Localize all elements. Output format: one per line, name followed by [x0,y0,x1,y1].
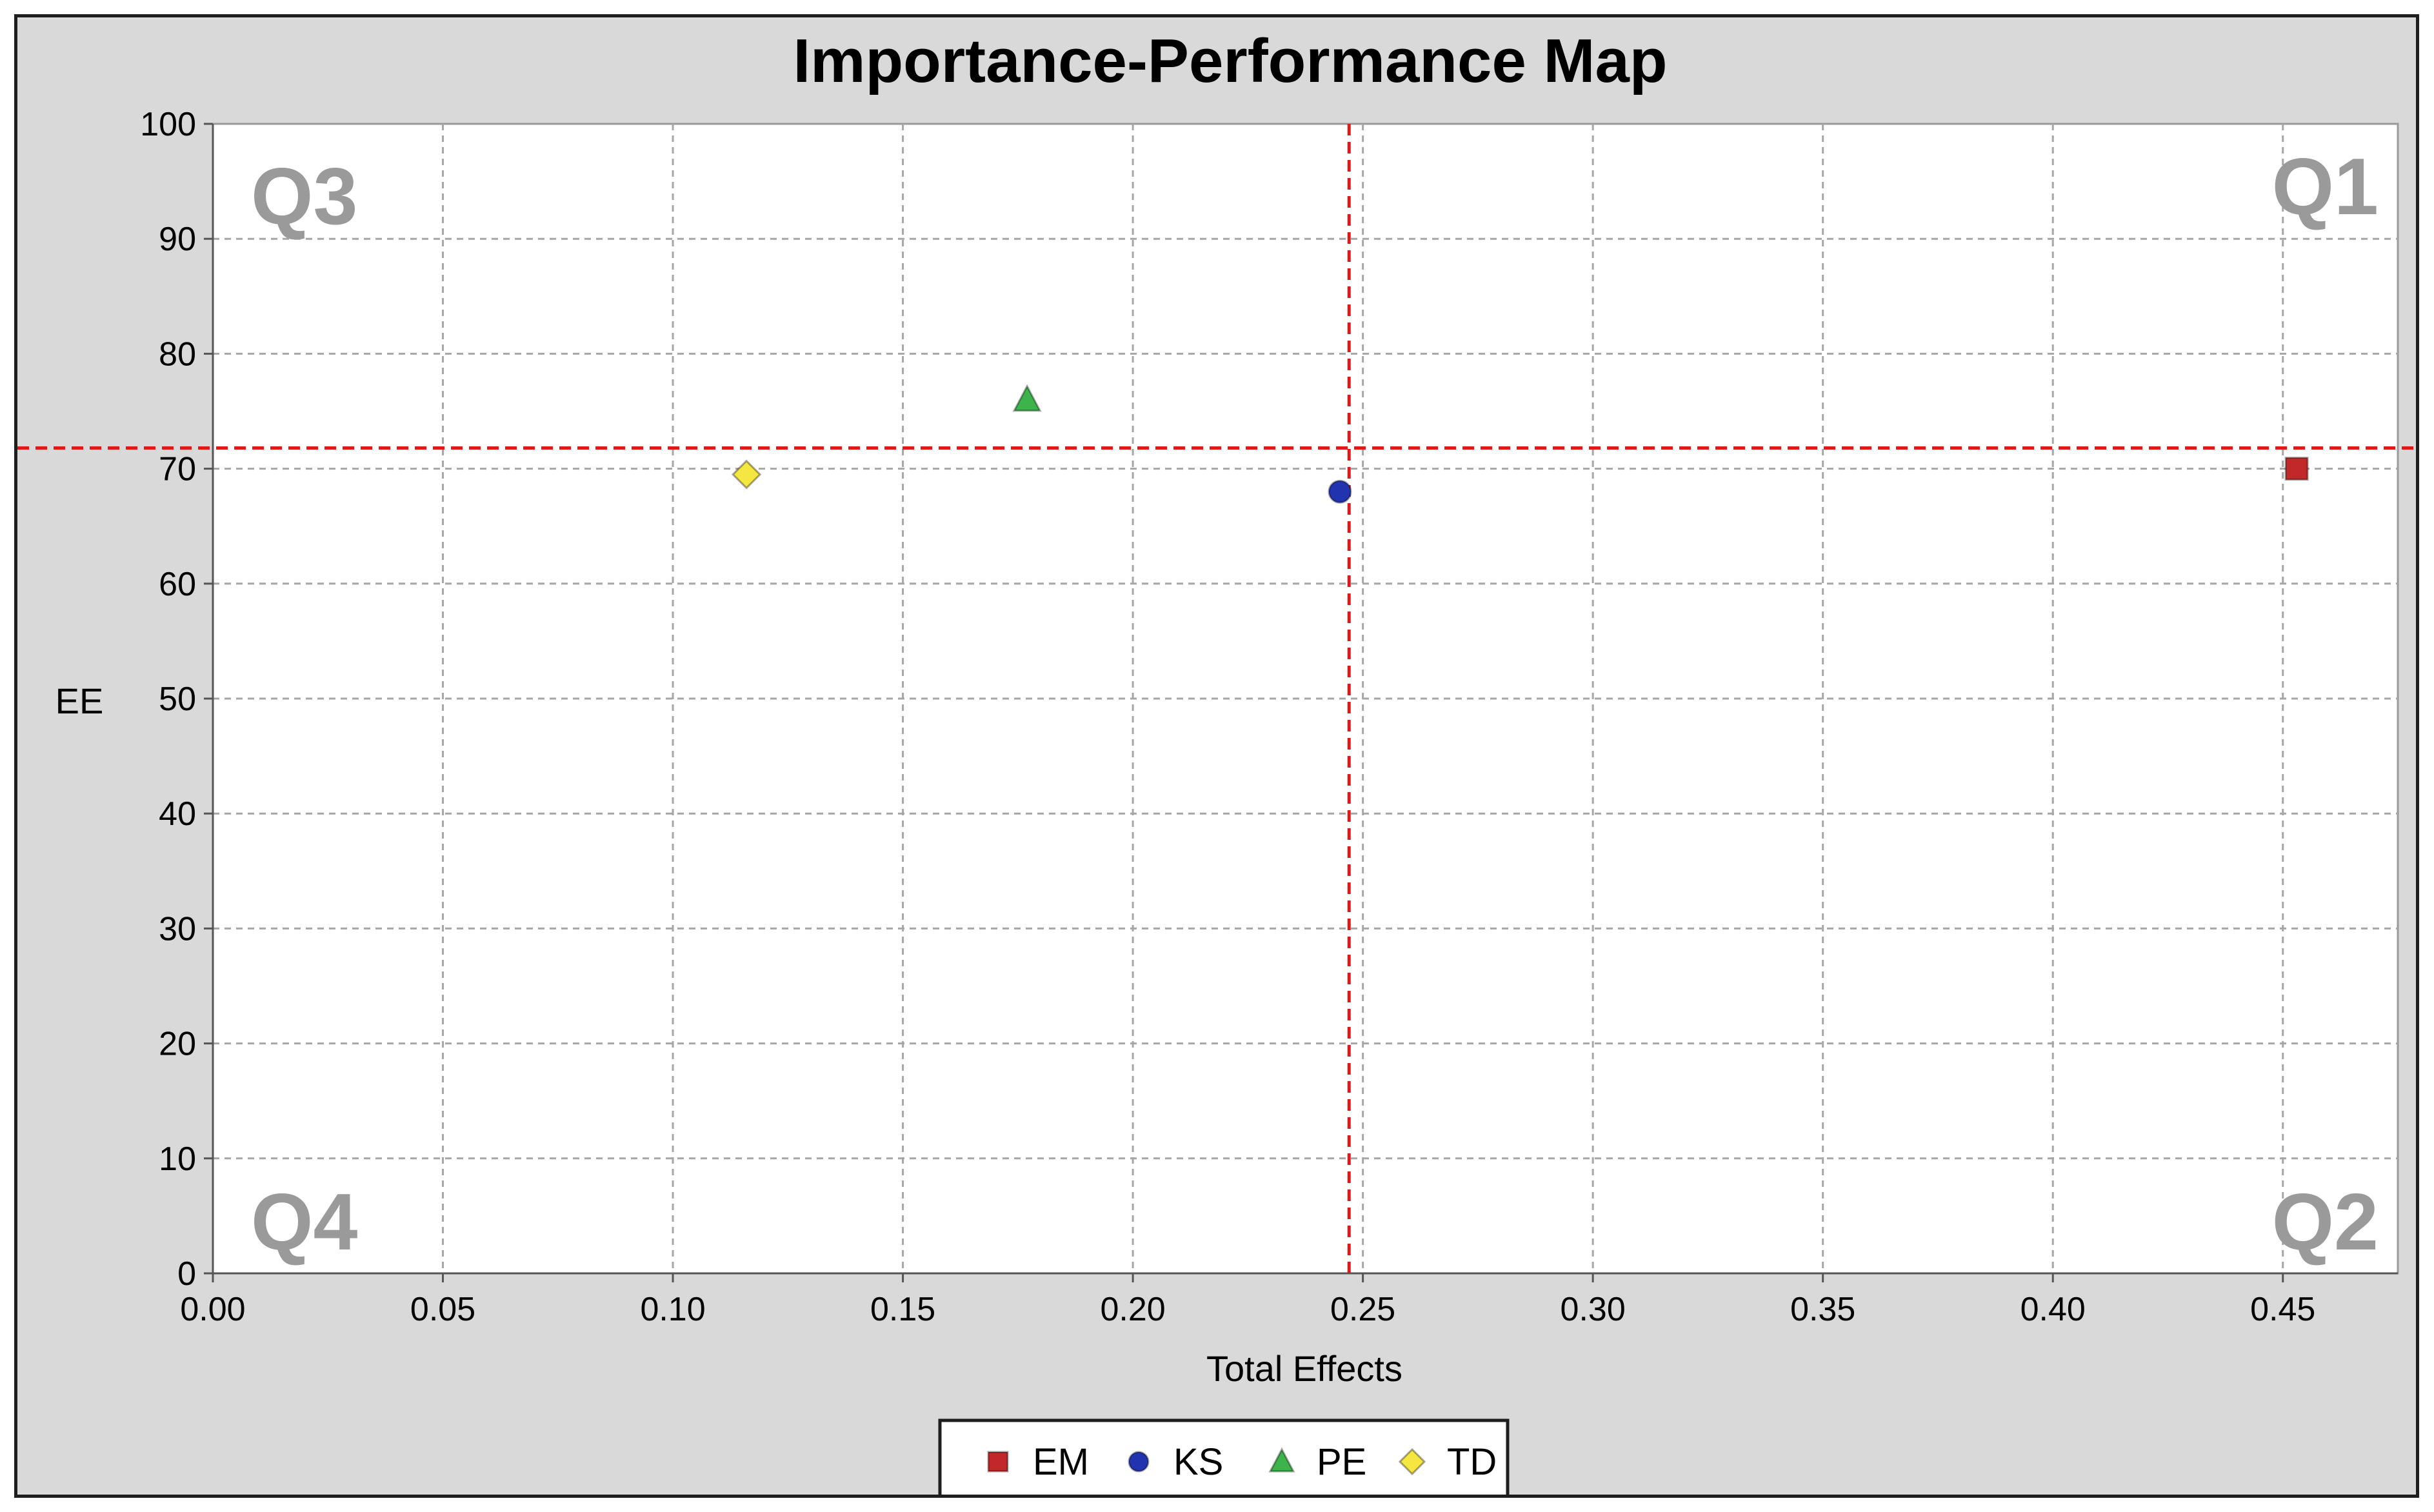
x-tick-label: 0.20 [1100,1291,1165,1328]
reference-lines [17,124,2416,1273]
y-tick-label: 20 [159,1026,196,1063]
y-tick-label: 10 [159,1140,196,1178]
legend-marker-em [987,1451,1009,1473]
y-tick-label: 30 [159,910,196,948]
x-tick-label: 0.25 [1330,1291,1395,1328]
x-tick-label: 0.45 [2250,1291,2315,1328]
quadrant-label-q2: Q2 [2272,1178,2379,1267]
legend-label-ks: KS [1173,1441,1223,1483]
y-tick-label: 0 [177,1255,196,1293]
legend: EM KS PE TD [938,1418,1510,1495]
x-axis-label: Total Effects [1206,1348,1402,1389]
y-tick-label: 70 [159,451,196,488]
data-point-em [2284,457,2309,481]
legend-marker-td [1398,1447,1426,1476]
data-points [732,384,2309,504]
x-tick-label: 0.05 [410,1291,475,1328]
y-tick-label: 50 [159,681,196,718]
y-tick-label: 90 [159,221,196,258]
x-tick-label: 0.40 [2020,1291,2086,1328]
chart-frame: Importance-Performance Map 0.00 0.05 0.10 0… [14,14,2419,1498]
x-tick-label: 0.10 [640,1291,705,1328]
quadrant-label-q1: Q1 [2272,143,2379,232]
data-point-pe [1012,384,1042,412]
data-point-td [732,459,762,490]
legend-box [938,1418,1510,1495]
quadrant-label-q4: Q4 [251,1178,357,1267]
quadrant-label-q3: Q3 [251,152,357,241]
legend-marker-ks [1128,1451,1150,1473]
legend-marker-pe [1268,1447,1295,1473]
y-tick-label: 80 [159,335,196,373]
x-tick-label: 0.30 [1561,1291,1626,1328]
x-tick-label: 0.35 [1790,1291,1855,1328]
chart-title: Importance-Performance Map [793,26,1667,95]
x-tick-label: 0.15 [870,1291,935,1328]
ipma-chart: Importance-Performance Map 0.00 0.05 0.10 0… [17,26,2416,1495]
y-tick-label: 60 [159,566,196,603]
y-axis-label: EE [55,681,104,721]
grid [213,124,2398,1273]
legend-label-pe: PE [1317,1441,1366,1483]
tick-labels: 0.00 0.05 0.10 0.15 0.20 0.25 0.30 0.35 0.40 0.45… [140,106,2315,1328]
x-tick-label: 0.00 [180,1291,245,1328]
legend-label-em: EM [1033,1441,1089,1483]
legend-label-td: TD [1447,1441,1497,1483]
y-tick-label: 40 [159,795,196,833]
data-point-ks [1328,479,1352,504]
y-tick-label: 100 [140,106,196,143]
